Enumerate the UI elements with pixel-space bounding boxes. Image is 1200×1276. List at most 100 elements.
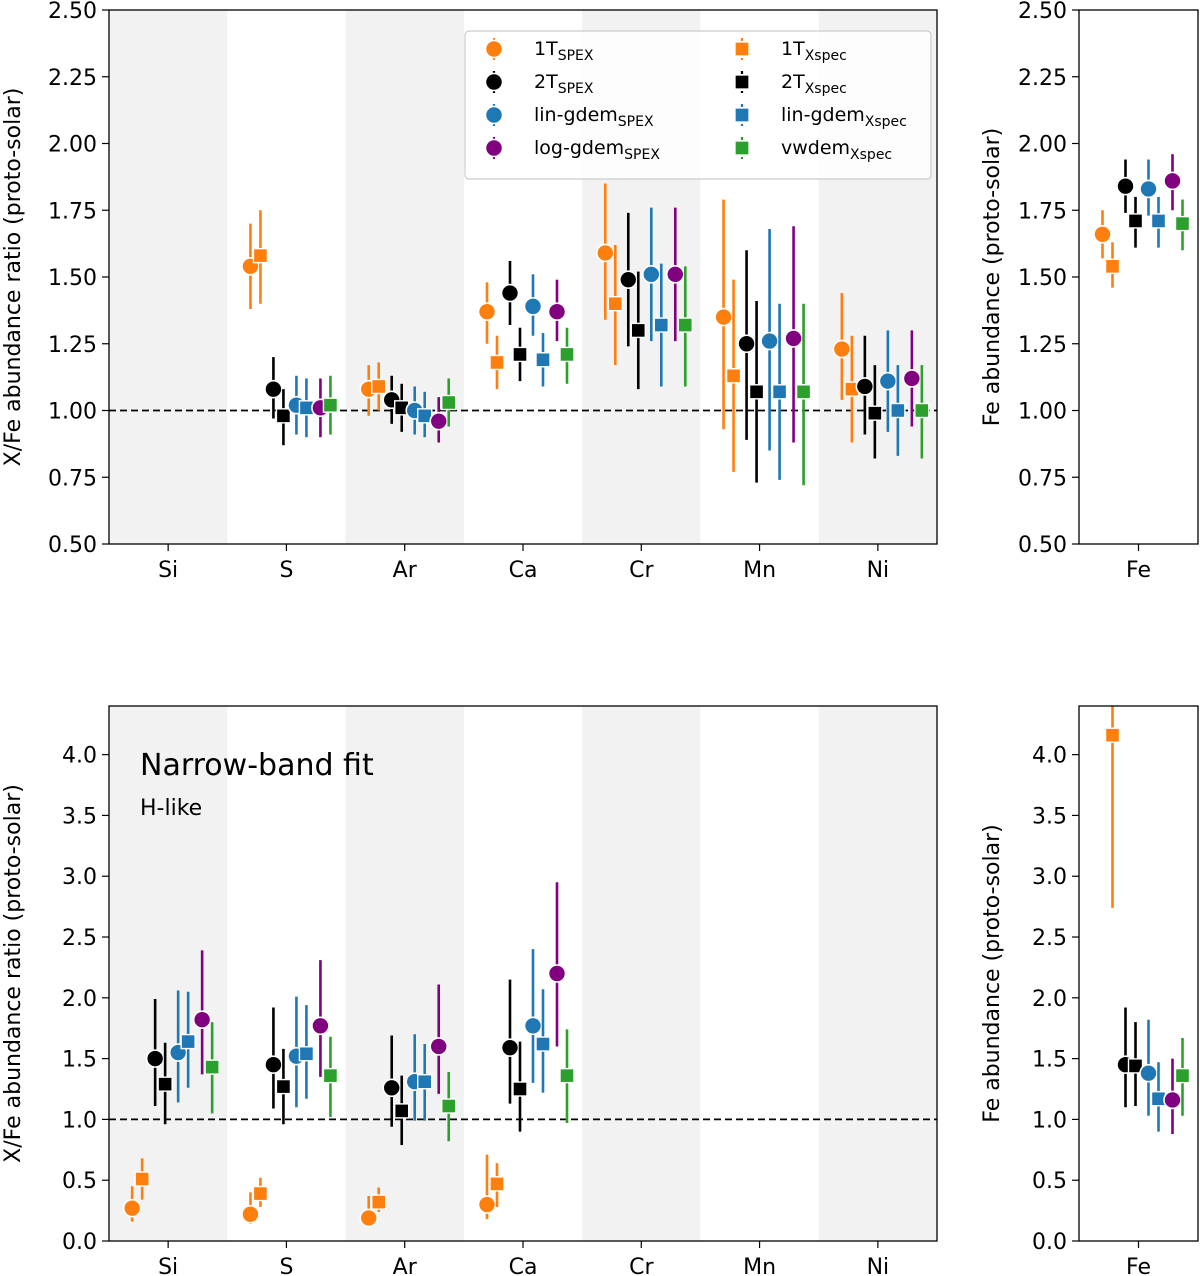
point-2T_SPEX-Ca: [500, 283, 520, 303]
point-1T_SPEX-Si: [122, 1198, 142, 1218]
legend-label-subscript: SPEX: [558, 81, 594, 97]
point-lin-gdem_Xspec-Ca: [535, 352, 551, 368]
point-lin-gdem_SPEX-Fe: [1139, 1063, 1158, 1083]
data-points: [1104, 706, 1191, 1134]
x-tick-label-Mn: Mn: [743, 558, 776, 583]
y-tick-label: 1.50: [48, 266, 97, 291]
legend-label-1T_SPEX: 1TSPEX: [534, 38, 594, 64]
legend-label-lin-gdem_Xspec: lin-gdemXspec: [781, 104, 907, 130]
point-2T_Xspec-S: [275, 1078, 292, 1095]
point-lin-gdem_Xspec-Fe: [1150, 213, 1167, 229]
x-tick-label-S: S: [279, 558, 293, 583]
point-1T_Xspec-Fe: [1104, 727, 1121, 743]
y-tick-label: 1.25: [1018, 333, 1067, 358]
y-tick-label: 3.5: [62, 804, 97, 829]
point-vwdem_Xspec-S: [322, 1067, 339, 1084]
point-lin-gdem_Xspec-Ca: [535, 1036, 551, 1052]
bottom-fe-panel: 0.0 0.5 1.0 1.5 2.0 2.5 3.0 3.5 4.0 Fe Fe abundanc…: [980, 705, 1199, 1276]
y-tick-label: 1.5: [1032, 1048, 1067, 1073]
point-vwdem_Xspec-Fe: [1174, 1067, 1191, 1084]
point-2T_Xspec-Fe: [1127, 1058, 1144, 1074]
point-lin-gdem_Xspec-Ni: [890, 402, 906, 419]
point-1T_SPEX-Cr: [595, 243, 615, 263]
legend-label-2T_SPEX: 2TSPEX: [534, 71, 594, 97]
point-1T_Xspec-Mn: [725, 368, 742, 384]
point-log-gdem_SPEX-Fe: [1163, 1090, 1182, 1110]
shaded-band-Si: [109, 706, 228, 1241]
y-tick-label: 1.25: [48, 333, 97, 358]
y-axis-label: X/Fe abundance ratio (proto-solar): [1, 784, 26, 1163]
point-lin-gdem_SPEX-Ca: [523, 1016, 543, 1036]
y-tick-label: 1.00: [1018, 400, 1067, 425]
point-log-gdem_SPEX-Mn: [784, 329, 803, 348]
point-2T_SPEX-Si: [145, 1049, 165, 1068]
point-2T_SPEX-Cr: [618, 270, 638, 289]
point-log-gdem_SPEX-Cr: [665, 265, 685, 284]
point-log-gdem_SPEX-Ca: [547, 302, 567, 322]
y-tick-label: 2.0: [1032, 987, 1067, 1012]
point-vwdem_Xspec-Mn: [795, 384, 812, 400]
shaded-band-Ar: [345, 706, 464, 1241]
y-axis-label: Fe abundance (proto-solar): [980, 824, 1005, 1122]
legend-label-base: 2T: [781, 71, 805, 93]
point-log-gdem_SPEX-Fe: [1163, 171, 1182, 191]
top-fe-panel: 0.50 0.75 1.00 1.25 1.50 1.75 2.00 2.25 2.50 Fe Fe…: [980, 0, 1199, 583]
point-2T_Xspec-Ar: [394, 1103, 410, 1119]
x-tick-label-Ar: Ar: [393, 558, 418, 583]
x-tick-label-Ni: Ni: [867, 558, 890, 583]
point-2T_SPEX-Ni: [855, 377, 875, 396]
shaded-band-Ni: [818, 706, 937, 1241]
y-tick-label: 2.5: [62, 926, 97, 951]
shaded-band-Ar: [345, 10, 464, 544]
point-log-gdem_SPEX-Ca: [547, 964, 567, 983]
y-tick-label: 2.00: [48, 133, 97, 158]
bottom-main-panel: 0.0 0.5 1.0 1.5 2.0 2.5 3.0 3.5 4.0 Si S Ar Ca Cr Mn Ni…: [1, 705, 938, 1276]
y-axis-label: Fe abundance (proto-solar): [980, 128, 1005, 426]
x-tick-label-Mn: Mn: [743, 1255, 776, 1276]
point-2T_Xspec-Ca: [512, 346, 528, 363]
legend-label-subscript: SPEX: [624, 147, 660, 163]
point-2T_Xspec-S: [275, 408, 292, 424]
axes-frame: [108, 705, 938, 1242]
point-lin-gdem_Xspec-Cr: [653, 317, 669, 333]
y-tick-label: 2.5: [1032, 926, 1067, 951]
y-tick-label: 0.5: [62, 1169, 97, 1194]
point-2T_Xspec-Ni: [867, 405, 883, 421]
y-tick-label: 3.0: [1032, 865, 1067, 890]
point-2T_Xspec-Mn: [748, 384, 765, 400]
y-tick-label: 1.75: [48, 199, 97, 224]
y-tick-label: 0.50: [1018, 533, 1067, 558]
x-tick-label-S: S: [279, 1255, 293, 1276]
legend-marker-vwdem_Xspec: [734, 140, 750, 156]
point-1T_SPEX-Mn: [714, 307, 733, 327]
point-lin-gdem_Xspec-S: [298, 1046, 315, 1062]
axes-frame: [1078, 9, 1199, 545]
x-tick-label-Ca: Ca: [509, 1255, 538, 1276]
point-log-gdem_SPEX-Ar: [429, 1037, 449, 1056]
y-axis-label: X/Fe abundance ratio (proto-solar): [1, 88, 26, 467]
shaded-band-Si: [109, 10, 228, 544]
point-lin-gdem_SPEX-Ca: [523, 297, 543, 316]
point-1T_SPEX-Ni: [832, 339, 852, 359]
legend-label-subscript: Xspec: [865, 114, 907, 130]
y-tick-label: 1.75: [1018, 199, 1067, 224]
legend-marker-2T_Xspec: [734, 74, 750, 90]
point-lin-gdem_SPEX-Mn: [760, 331, 779, 351]
point-2T_Xspec-Ca: [512, 1081, 528, 1097]
point-1T_SPEX-S: [241, 1204, 260, 1224]
data-points: [1093, 154, 1191, 288]
legend-label-base: log-gdem: [534, 137, 624, 159]
point-1T_Xspec-S: [252, 1185, 269, 1202]
point-1T_SPEX-Ar: [359, 1208, 379, 1228]
point-1T_SPEX-Ca: [477, 302, 497, 322]
point-vwdem_Xspec-Cr: [677, 317, 693, 333]
point-vwdem_Xspec-Ar: [441, 394, 457, 411]
legend-label-vwdem_Xspec: vwdemXspec: [781, 137, 892, 163]
y-tick-label: 2.00: [1018, 133, 1067, 158]
point-vwdem_Xspec-Ca: [559, 1067, 575, 1084]
point-2T_SPEX-Fe: [1116, 176, 1135, 196]
y-tick-label: 1.50: [1018, 266, 1067, 291]
point-2T_Xspec-Si: [157, 1076, 173, 1092]
point-1T_Xspec-Fe: [1104, 258, 1121, 275]
panel-subtitle: H-like: [140, 796, 202, 821]
